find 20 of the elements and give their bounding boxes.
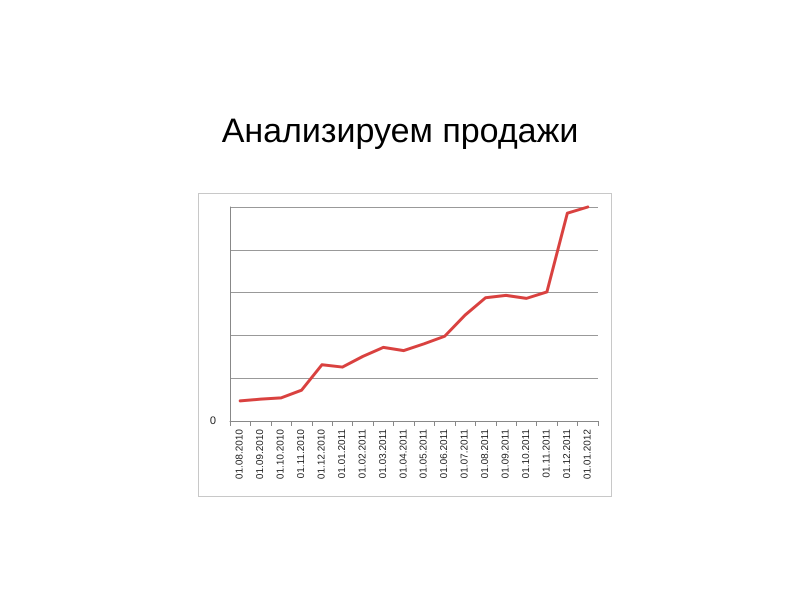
x-tick-label: 01.09.2011 (500, 428, 512, 478)
x-tick-label: 01.08.2011 (480, 428, 492, 478)
text: 0 (210, 415, 216, 427)
x-tick-label: 01.04.2011 (398, 428, 410, 478)
x-tick-label: 01.12.2010 (316, 428, 328, 480)
x-tick-label: 01.02.2011 (357, 428, 368, 478)
x-tick-label: 01.10.2011 (520, 428, 532, 478)
x-tick-label: 01.09.2010 (255, 428, 266, 480)
x-tick-label: 01.01.2012 (582, 428, 594, 480)
x-tick-label: 01.10.2010 (276, 428, 287, 480)
x-tick-label: 01.06.2011 (439, 428, 450, 478)
x-tick-label: 01.12.2011 (562, 428, 573, 478)
x-tick-label: 01.01.2011 (336, 428, 348, 478)
x-tick-label: 01.05.2011 (418, 428, 430, 478)
x-tick-label: 01.11.2011 (541, 428, 552, 478)
x-tick-label: 01.08.2010 (234, 428, 246, 480)
x-tick-label: 01.03.2011 (378, 428, 389, 478)
x-tick-label: 01.07.2011 (460, 428, 471, 478)
x-tick-label: 01.11.2010 (296, 428, 308, 478)
chart-title: Анализируем продажи (220, 112, 580, 151)
